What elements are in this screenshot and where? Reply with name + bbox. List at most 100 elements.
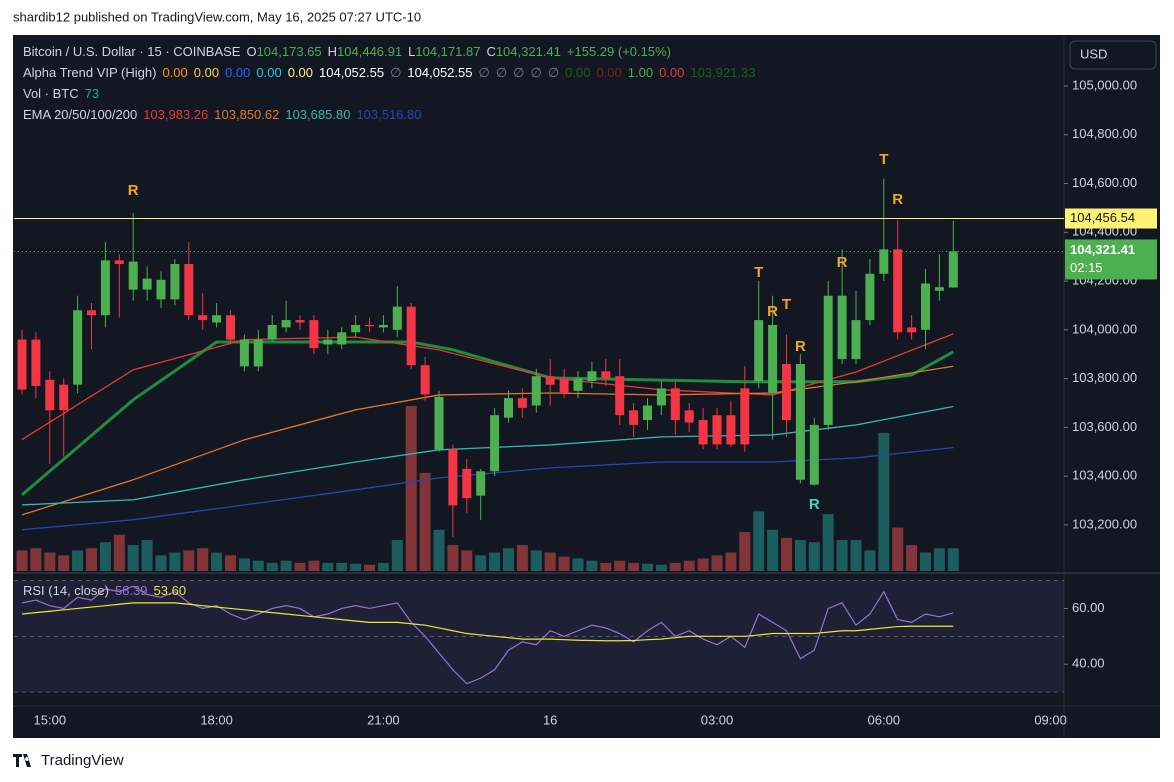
candle-body (281, 320, 291, 328)
x-tick-label: 09:00 (1034, 712, 1067, 727)
legend-item: 103,921.33 (690, 65, 755, 80)
volume-bar (781, 537, 792, 571)
currency-box[interactable] (1069, 40, 1157, 70)
chart-background (13, 35, 1160, 738)
legend-item: 103,850.62 (214, 107, 279, 122)
candle-body (740, 388, 750, 445)
rsi-line (21, 602, 954, 642)
legend-item: ∅ (530, 65, 541, 80)
indicator-line (21, 333, 954, 441)
candle-body (490, 415, 500, 472)
legend-row: Bitcoin / U.S. Dollar · 15 · COINBASE O10… (23, 44, 671, 59)
legend-item: RSI (14, close) (23, 583, 109, 598)
candle-body (948, 251, 958, 288)
volume-bar (72, 550, 84, 571)
y-tick-label: 103,200.00 (1072, 516, 1137, 531)
candle-body (170, 263, 180, 300)
volume-bar (113, 534, 125, 571)
candle-body (684, 410, 694, 423)
y-tick-label: 104,600.00 (1072, 175, 1137, 190)
price-line-label: 104,456.54 (1070, 210, 1135, 225)
volume-bar (294, 562, 306, 571)
volume-bar (211, 552, 223, 571)
volume-bar (169, 552, 181, 571)
legend-row: RSI (14, close) 58.39 53.60 (23, 583, 186, 598)
volume-bar (794, 540, 806, 571)
legend-item: 0.00 (225, 65, 250, 80)
legend-item: EMA 20/50/100/200 (23, 107, 137, 122)
footer-logo (13, 754, 31, 767)
indicator-line (21, 365, 954, 516)
footer: TradingView (41, 752, 124, 769)
candle-body (420, 365, 430, 395)
volume-bar (947, 548, 959, 571)
y-tick-label: 105,000.00 (1072, 77, 1137, 92)
indicator-line (21, 340, 955, 497)
volume-bar (447, 545, 459, 571)
legend-item: 73 (85, 86, 99, 101)
candle-body (226, 315, 235, 340)
candle-body (879, 249, 889, 274)
volume-bar (669, 562, 681, 571)
volume-bar (155, 555, 167, 571)
volume-bar (225, 555, 236, 571)
volume-bar (99, 542, 111, 571)
candle-body (59, 384, 69, 411)
legend-item: 0.00 (288, 65, 313, 80)
candle-body (587, 371, 597, 382)
legend-item: L (408, 44, 415, 59)
volume-bar (906, 545, 918, 571)
volume-bar (558, 556, 570, 571)
candle-body (782, 363, 791, 421)
candle-body (73, 310, 83, 385)
signal-label: R (837, 254, 848, 271)
legend-item: Alpha Trend VIP (High) (23, 65, 156, 80)
volume-bar (336, 562, 348, 571)
candle-body (921, 283, 930, 330)
legend-item: 1.00 (628, 65, 653, 80)
price-line-box (1065, 208, 1157, 229)
candle-body (573, 378, 583, 391)
candle-body (267, 324, 277, 340)
candle-body (643, 405, 652, 421)
volume-bar (44, 552, 56, 571)
volume-bar (683, 560, 695, 571)
candle-body (17, 339, 27, 390)
candle-body (128, 261, 138, 290)
volume-bar (711, 555, 723, 571)
volume-bar (405, 406, 417, 571)
legend-row: Vol · BTC 73 (23, 86, 99, 101)
candle-body (337, 332, 347, 345)
legend-item: H (328, 44, 337, 59)
volume-bar (516, 545, 528, 571)
candle-body (406, 306, 416, 366)
signal-label: R (128, 182, 139, 199)
signal-label: R (795, 338, 806, 355)
volume-bar (850, 540, 862, 571)
candle-body (253, 339, 263, 367)
volume-bar (30, 548, 42, 571)
volume-bar (433, 529, 445, 571)
legend-item: Vol · BTC (23, 86, 79, 101)
candle-body (712, 415, 722, 445)
header: shardib12 published on TradingView.com, … (13, 9, 421, 24)
legend-row: EMA 20/50/100/200 103,983.26 103,850.62 103… (23, 107, 422, 122)
volume-bar (252, 560, 264, 571)
candle-body (670, 388, 680, 421)
candle-body (295, 320, 305, 323)
legend-item: 58.39 (115, 583, 148, 598)
legend-item: 104,171.87 (415, 44, 480, 59)
legend-item: ∅ (513, 65, 524, 80)
y-tick-label: 103,600.00 (1072, 419, 1137, 434)
volume-bar (933, 548, 945, 571)
signal-label: R (809, 496, 820, 513)
x-tick-label: 21:00 (367, 712, 400, 727)
candle-body (365, 324, 374, 327)
y-tick-label: 103,800.00 (1072, 370, 1137, 385)
volume-bar (489, 552, 501, 571)
currency: USD (1080, 46, 1107, 61)
candle-body (351, 324, 361, 333)
volume-bar (86, 548, 97, 571)
volume-bar (739, 531, 751, 571)
legend-item: 103,516.80 (356, 107, 421, 122)
